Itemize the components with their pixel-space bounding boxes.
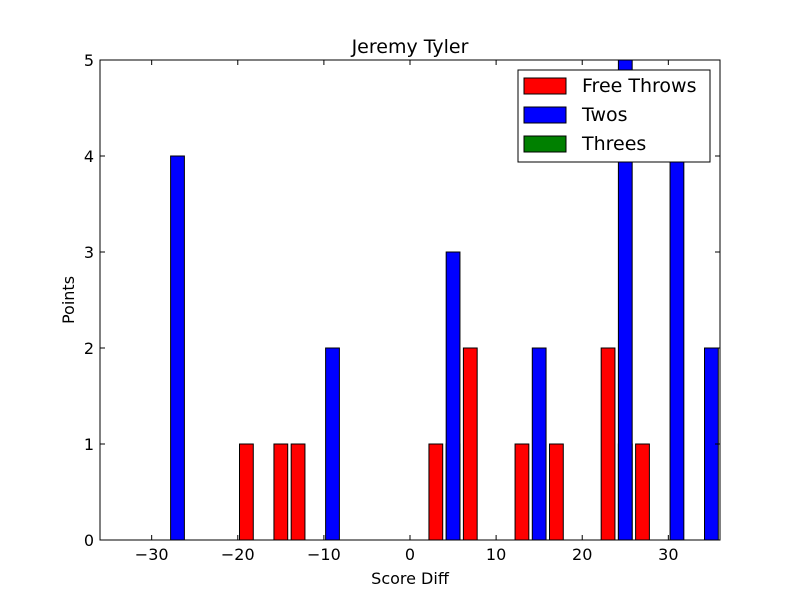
bar-twos	[531, 347, 547, 541]
y-tick-label: 3	[84, 243, 94, 262]
bar-free-throws	[462, 347, 478, 541]
x-tick-label: 10	[486, 545, 506, 564]
bar-twos	[445, 251, 461, 541]
bar-free-throws	[514, 443, 530, 541]
legend-label-twos: Twos	[581, 104, 628, 126]
x-tick-label: −10	[307, 545, 341, 564]
y-tick-label: 5	[84, 51, 94, 70]
x-tick-label: 0	[405, 545, 415, 564]
plot-frame	[99, 59, 721, 541]
y-tick-label: 2	[84, 339, 94, 358]
legend-swatch-twos	[523, 106, 567, 124]
bar-free-throws	[239, 443, 254, 541]
bar-twos	[170, 155, 185, 541]
bar-free-throws	[428, 443, 444, 541]
y-tick-label: 1	[84, 435, 94, 454]
bar-free-throws	[600, 347, 616, 541]
y-axis-label: Points	[59, 276, 78, 324]
x-tick-label: 20	[572, 545, 592, 564]
legend-swatch-threes	[523, 135, 567, 153]
x-tick-label: −30	[135, 545, 169, 564]
bar-free-throws	[635, 443, 650, 541]
y-tick-label: 4	[84, 147, 94, 166]
bar-free-throws	[273, 443, 289, 541]
legend-label-threes: Threes	[581, 133, 646, 155]
legend-swatch-free-throws	[523, 77, 567, 95]
bar-free-throws	[549, 443, 564, 541]
x-tick-label: 30	[658, 545, 678, 564]
legend: Free Throws Twos Threes	[517, 69, 711, 163]
bar-twos	[325, 347, 340, 541]
y-tick-label: 0	[84, 531, 94, 550]
legend-label-free-throws: Free Throws	[582, 75, 696, 97]
x-axis-label: Score Diff	[371, 569, 450, 588]
bar-free-throws	[290, 443, 306, 541]
bars-layer	[170, 59, 719, 541]
chart-title: Jeremy Tyler	[351, 36, 469, 58]
bar-twos	[669, 155, 685, 541]
ticks-layer: −30 −20 −10 0 10 20 30 0 1 2 3 4 5	[84, 51, 720, 564]
x-tick-label: −20	[221, 545, 255, 564]
